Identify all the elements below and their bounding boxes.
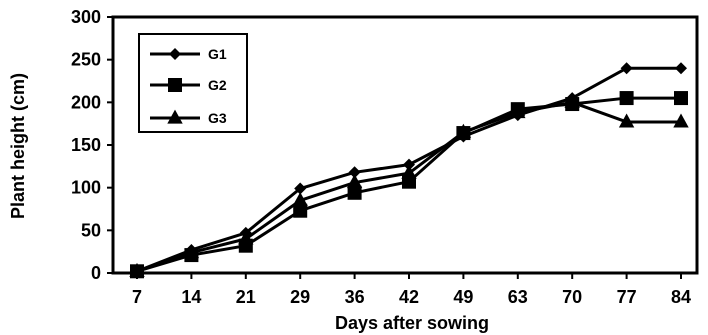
x-tick-label: 7 xyxy=(132,287,142,307)
x-tick-label: 63 xyxy=(508,287,528,307)
x-tick-label: 21 xyxy=(236,287,256,307)
data-point xyxy=(293,203,308,218)
data-point xyxy=(455,123,472,138)
data-point xyxy=(238,230,254,245)
x-tick-label: 14 xyxy=(181,287,201,307)
legend-label: G3 xyxy=(208,110,227,126)
y-tick-label: 0 xyxy=(91,263,101,283)
data-point xyxy=(403,158,415,171)
x-axis-title: Days after sowing xyxy=(335,313,489,333)
legend-marker xyxy=(167,109,183,124)
data-point xyxy=(619,91,634,106)
y-axis-title: Plant height (cm) xyxy=(8,73,28,219)
data-point xyxy=(346,174,363,189)
y-tick-label: 50 xyxy=(81,220,101,240)
legend-box xyxy=(138,33,248,133)
x-tick-label: 42 xyxy=(399,287,419,307)
legend-marker xyxy=(169,48,181,60)
y-tick-label: 200 xyxy=(71,92,101,112)
data-point xyxy=(675,62,687,75)
data-point xyxy=(347,185,362,200)
data-point xyxy=(620,62,633,75)
data-point xyxy=(673,113,689,128)
data-point xyxy=(294,182,307,195)
x-tick-label: 36 xyxy=(345,287,365,307)
legend-label: G1 xyxy=(208,46,227,62)
legend: G1 G2 G3 xyxy=(138,33,248,133)
data-point xyxy=(618,113,635,128)
y-tick-label: 150 xyxy=(71,135,101,155)
legend-marker xyxy=(168,78,182,92)
data-point xyxy=(129,262,145,277)
data-point xyxy=(564,93,580,108)
data-point xyxy=(401,164,417,179)
data-point xyxy=(674,91,688,106)
axes: 0 50 100 150 200 250 300 7 14 21 29 36 42 49 63 70 77 84 xyxy=(71,7,699,307)
data-point xyxy=(183,244,200,259)
series-lines xyxy=(129,62,689,279)
x-tick-label: 84 xyxy=(671,287,691,307)
data-point xyxy=(292,192,308,207)
x-tick-label: 29 xyxy=(290,287,310,307)
y-tick-label: 100 xyxy=(71,178,101,198)
x-tick-label: 49 xyxy=(453,287,473,307)
legend-label: G2 xyxy=(208,77,227,93)
data-point xyxy=(510,104,526,119)
data-point xyxy=(348,166,361,179)
y-tick-label: 250 xyxy=(71,50,101,70)
y-tick-label: 300 xyxy=(71,7,101,27)
series-g3 xyxy=(129,93,689,277)
x-tick-label: 77 xyxy=(617,287,637,307)
x-tick-label: 70 xyxy=(562,287,582,307)
